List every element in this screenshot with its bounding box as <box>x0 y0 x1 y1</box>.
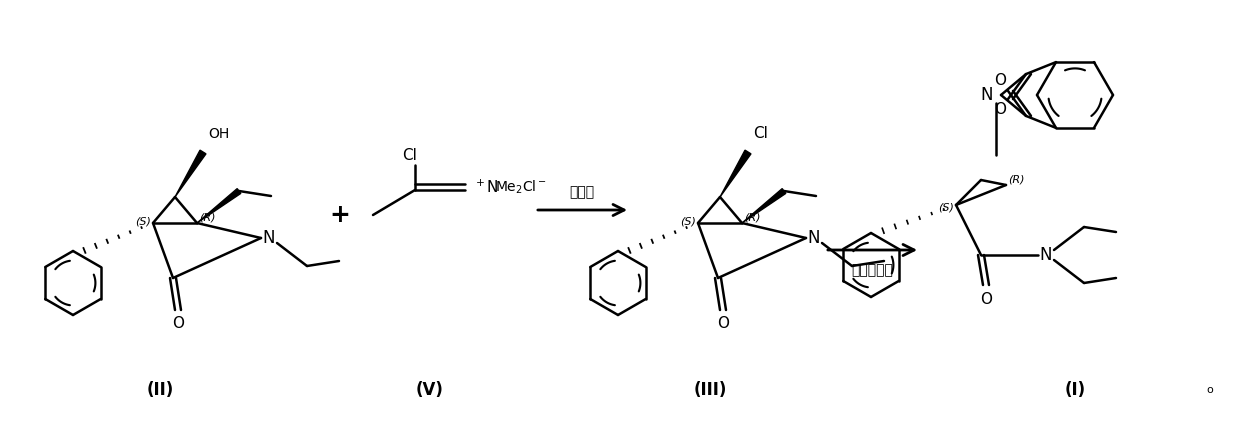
Text: Me$_2$Cl$^-$: Me$_2$Cl$^-$ <box>495 178 547 196</box>
Text: +: + <box>330 203 351 227</box>
Polygon shape <box>175 150 206 197</box>
Text: o: o <box>1207 385 1214 395</box>
Text: (V): (V) <box>417 381 444 399</box>
Text: (II): (II) <box>146 381 174 399</box>
Text: N: N <box>981 86 993 104</box>
Text: O: O <box>717 316 729 332</box>
Polygon shape <box>197 189 241 223</box>
Text: N: N <box>807 229 820 247</box>
Text: O: O <box>172 316 184 332</box>
Text: O: O <box>994 73 1006 89</box>
Text: OH: OH <box>208 127 229 141</box>
Text: $^+$N: $^+$N <box>472 178 498 196</box>
Text: (R): (R) <box>198 213 216 223</box>
Text: (R): (R) <box>744 213 760 223</box>
Text: N: N <box>263 229 275 247</box>
Text: (R): (R) <box>1008 175 1024 185</box>
Polygon shape <box>742 189 786 223</box>
Text: Cl: Cl <box>403 148 418 162</box>
Text: N: N <box>1040 246 1053 264</box>
Text: (S): (S) <box>939 203 954 213</box>
Text: O: O <box>994 102 1006 117</box>
Text: Cl: Cl <box>753 126 768 141</box>
Text: (III): (III) <box>693 381 727 399</box>
Text: 却化剂: 却化剂 <box>569 185 594 199</box>
Text: (I): (I) <box>1064 381 1085 399</box>
Text: 酸酸亚胺鑶: 酸酸亚胺鑶 <box>851 263 893 277</box>
Polygon shape <box>720 150 751 197</box>
Text: O: O <box>980 292 992 306</box>
Text: (S): (S) <box>680 216 696 226</box>
Text: (S): (S) <box>135 216 151 226</box>
